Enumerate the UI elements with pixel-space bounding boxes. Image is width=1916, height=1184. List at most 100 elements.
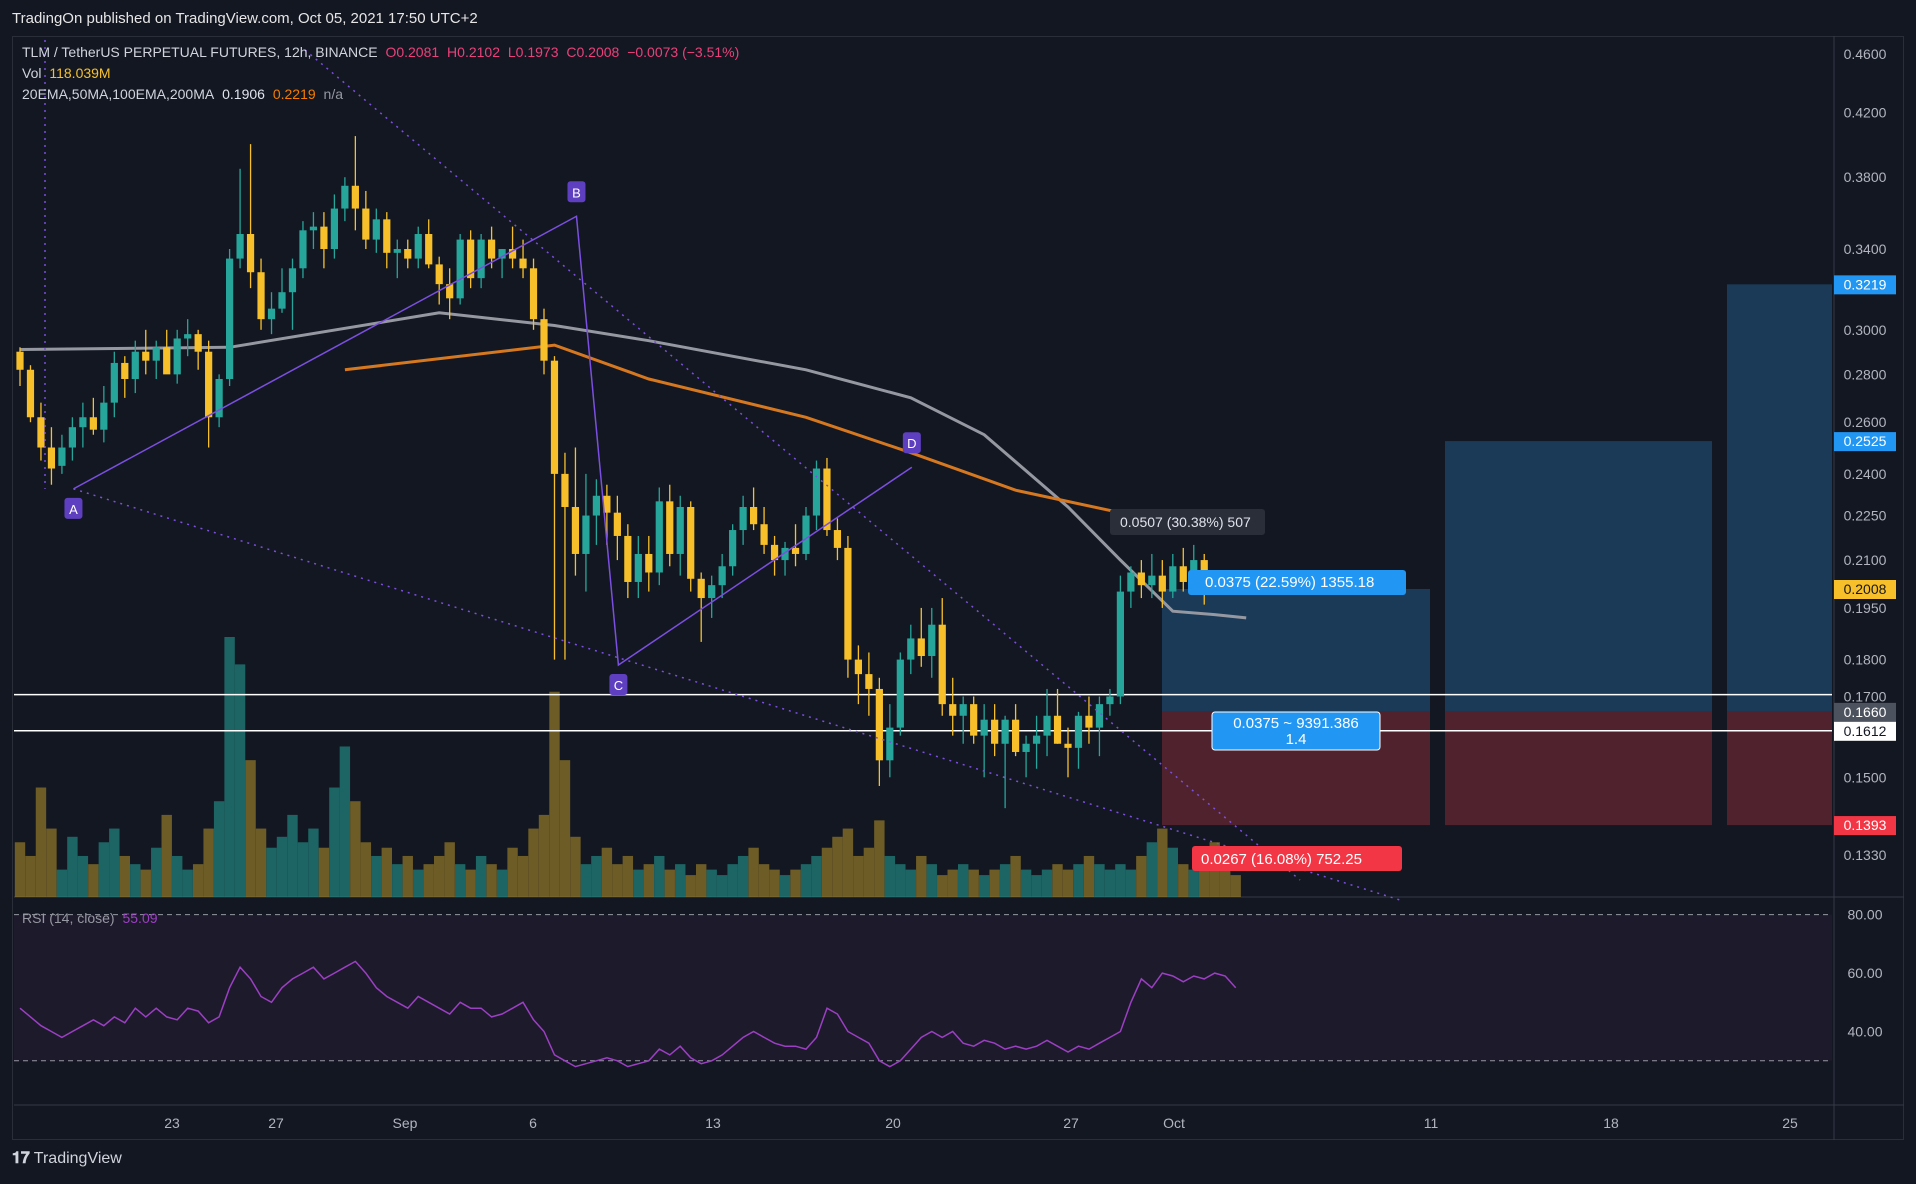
legend-high: H0.2102 xyxy=(447,44,500,60)
candle-body xyxy=(687,506,695,579)
volume-bar xyxy=(1136,855,1147,897)
candle-body xyxy=(645,553,653,573)
volume-bar xyxy=(1199,855,1210,897)
legend-ma-v3: n/a xyxy=(323,86,344,102)
price-badge xyxy=(1834,275,1896,295)
volume-bar xyxy=(570,836,581,897)
volume-bar xyxy=(863,847,875,897)
price-tick-label: 0.1700 xyxy=(1844,688,1887,704)
volume-bar xyxy=(800,864,812,897)
candle-body xyxy=(529,268,538,320)
volume-bar xyxy=(1031,875,1042,897)
legend-rsi-value: 55.09 xyxy=(122,910,158,926)
volume-bar xyxy=(1178,864,1189,897)
candle-body xyxy=(184,334,192,339)
rsi-band xyxy=(14,914,1832,1061)
candle-body xyxy=(1106,696,1114,705)
candle-body xyxy=(226,258,234,379)
candle-body xyxy=(508,249,517,259)
rsi-line xyxy=(19,960,1237,1068)
volume-bar xyxy=(360,842,372,897)
volume-bar xyxy=(496,869,508,897)
ma-orange-line xyxy=(344,343,1247,526)
volume-bar xyxy=(811,855,822,897)
target-zone xyxy=(1445,441,1712,712)
candle-body xyxy=(351,185,359,209)
volume-bar xyxy=(528,828,539,897)
tradingview-logo[interactable]: 𝟏𝟕 TradingView xyxy=(12,1150,122,1168)
volume-bar xyxy=(151,847,162,897)
volume-bar xyxy=(748,847,759,897)
price-badge-label: 0.2008 xyxy=(1844,581,1887,597)
candle-body xyxy=(362,208,370,240)
price-badge xyxy=(1834,721,1896,741)
volume-bar xyxy=(14,842,26,897)
volume-bar xyxy=(381,847,392,897)
volume-bar xyxy=(413,869,424,897)
candle-body xyxy=(1022,743,1030,752)
volume-bar xyxy=(538,814,550,897)
volume-bar xyxy=(706,869,717,897)
candle-body xyxy=(791,547,800,554)
candle-body xyxy=(498,249,506,259)
candle-body xyxy=(959,704,967,716)
volume-bar xyxy=(926,864,937,897)
volume-bar xyxy=(203,828,214,897)
volume-bar xyxy=(130,864,141,897)
volume-bar xyxy=(549,691,560,897)
candle-body xyxy=(823,468,831,531)
volume-bar xyxy=(790,869,801,897)
legend-vol-value: 118.039M xyxy=(49,65,111,81)
legend-volume-row: Vol 118.039M xyxy=(22,65,115,81)
volume-bar xyxy=(88,864,99,897)
candle-body xyxy=(341,185,349,209)
price-tick-label: 0.2250 xyxy=(1844,508,1887,524)
candle-body xyxy=(750,506,758,525)
candle-body xyxy=(875,688,883,761)
candle-body xyxy=(603,495,611,513)
candle-body xyxy=(1012,719,1020,752)
candle-body xyxy=(205,351,213,418)
candle-body xyxy=(110,362,118,403)
candle-body xyxy=(173,338,181,375)
volume-bar xyxy=(1073,864,1084,897)
point-D-label: D xyxy=(907,436,916,451)
legend-close: C0.2008 xyxy=(566,44,620,60)
candle-body xyxy=(519,258,527,269)
point-B-label: B xyxy=(572,185,581,200)
volume-bar xyxy=(633,869,644,897)
volume-bar xyxy=(958,864,969,897)
volume-bar xyxy=(737,855,749,897)
candle-body xyxy=(163,347,171,375)
candle-body xyxy=(1158,575,1166,592)
candle-body xyxy=(1064,743,1072,748)
candle-body xyxy=(121,362,129,379)
volume-bar xyxy=(371,855,382,897)
measure-box xyxy=(1110,509,1265,535)
target-zone xyxy=(1727,284,1832,712)
volume-bar xyxy=(727,864,738,897)
volume-bar xyxy=(234,664,246,897)
volume-bar xyxy=(947,869,958,897)
volume-bar xyxy=(1020,869,1032,897)
candle-body xyxy=(970,704,978,736)
candle-body xyxy=(1085,715,1093,728)
target-label: 0.0375 (22.59%) 1355.18 xyxy=(1205,574,1374,591)
candle-body xyxy=(1148,575,1156,586)
volume-bar xyxy=(685,875,696,897)
price-badge-label: 0.1393 xyxy=(1844,817,1887,833)
candle-body xyxy=(540,319,548,361)
time-tick-label: 25 xyxy=(1782,1115,1798,1131)
candle-body xyxy=(142,351,150,361)
volume-bar xyxy=(434,855,445,897)
candle-body xyxy=(477,239,485,279)
volume-bar xyxy=(643,864,654,897)
volume-bar xyxy=(119,855,130,897)
candle-body xyxy=(1127,572,1135,592)
price-badge-label: 0.1660 xyxy=(1844,704,1887,720)
price-badge xyxy=(1834,816,1896,836)
price-badge xyxy=(1834,432,1896,452)
candle-body xyxy=(1095,704,1104,728)
candle-body xyxy=(152,347,160,361)
